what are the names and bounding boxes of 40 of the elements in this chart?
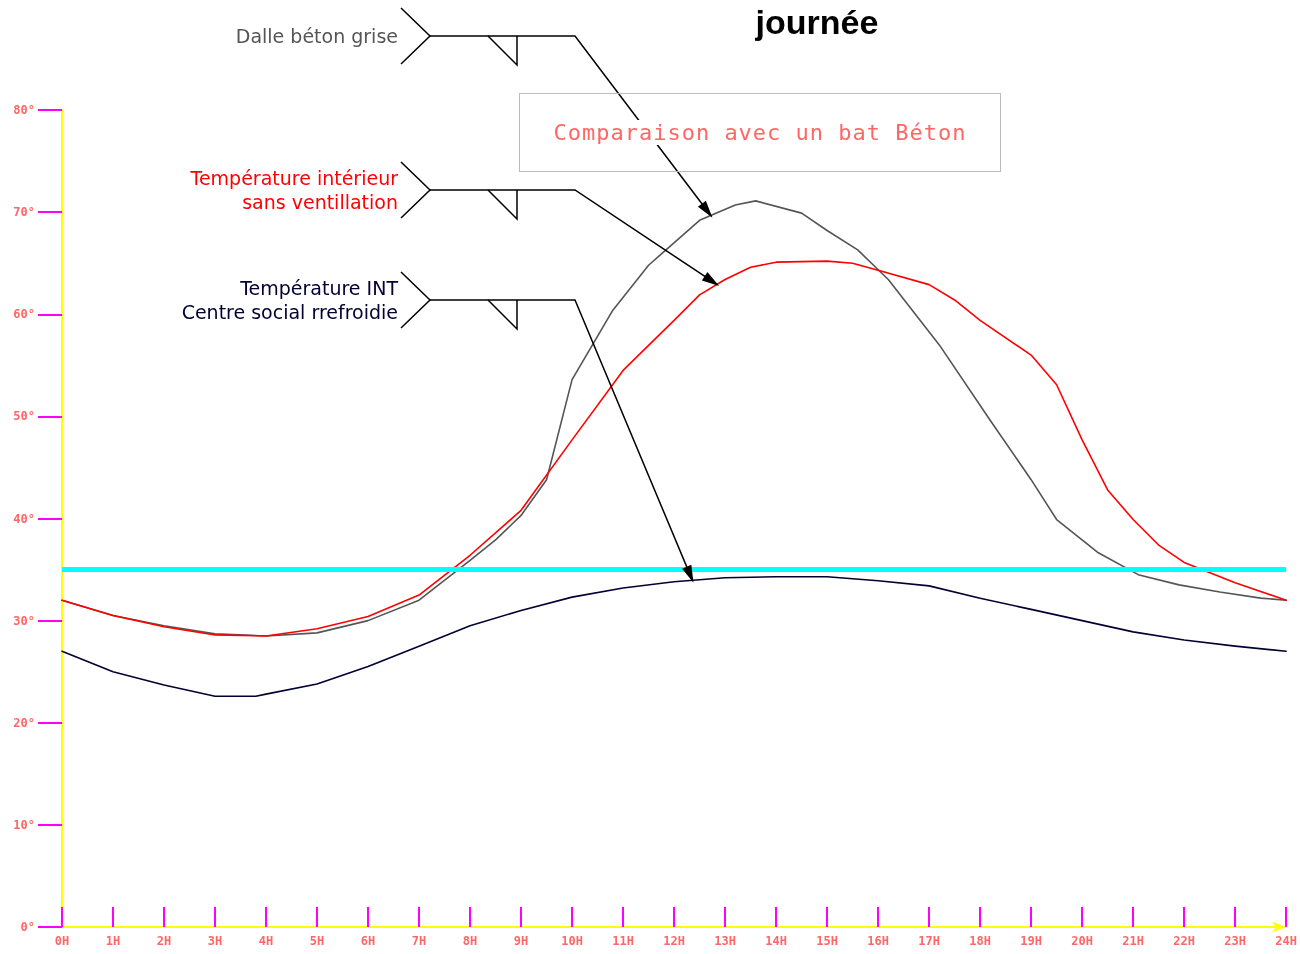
y-tick-label: 70° (13, 205, 35, 220)
x-tick-label: 22H (1173, 934, 1195, 948)
x-tick-label: 14H (765, 934, 787, 948)
x-tick-label: 20H (1071, 934, 1093, 948)
x-tick-label: 11H (612, 934, 634, 948)
x-tick-label: 13H (714, 934, 736, 948)
x-tick-label: 16H (867, 934, 889, 948)
text: Température intérieur sans ventillation (189, 167, 399, 213)
x-tick-label: 17H (918, 934, 940, 948)
x-tick-label: 2H (156, 934, 172, 948)
text: Dalle béton grise (235, 25, 398, 47)
y-tick-label: 50° (13, 409, 35, 424)
x-tick-label: 9H (513, 934, 529, 948)
x-tick-label: 21H (1122, 934, 1144, 948)
x-tick-label: 1H (105, 934, 121, 948)
x-tick-label: 15H (816, 934, 838, 948)
x-tick-label: 19H (1020, 934, 1042, 948)
y-tick-label: 30° (13, 613, 35, 628)
y-tick-label: 80° (13, 103, 35, 117)
x-tick-label: 3H (207, 934, 223, 948)
y-tick-label: 0° (20, 920, 35, 934)
x-tick-label: 12H (663, 934, 685, 948)
x-tick-label: 18H (969, 934, 991, 948)
x-tick-label: 5H (309, 934, 325, 948)
x-tick-label: 24H (1275, 934, 1298, 948)
y-tick-label: 40° (13, 511, 35, 526)
x-tick-label: 23H (1224, 934, 1246, 948)
chart-title: journée (754, 3, 879, 41)
x-tick-label: 7H (411, 934, 427, 948)
y-tick-label: 20° (13, 715, 35, 730)
line-series (61, 575, 1287, 697)
annotation: Comparaison avec un bat Béton (553, 120, 967, 145)
y-tick-label: 10° (13, 817, 35, 832)
x-tick-label: 10H (561, 934, 583, 948)
x-tick-label: 8H (462, 934, 478, 948)
text: Température INT Centre social rrefroidie (181, 277, 399, 323)
y-tick-label: 60° (13, 307, 35, 322)
x-tick-label: 4H (258, 934, 274, 948)
x-tick-label: 6H (360, 934, 376, 948)
x-tick-label: 0H (54, 934, 70, 948)
